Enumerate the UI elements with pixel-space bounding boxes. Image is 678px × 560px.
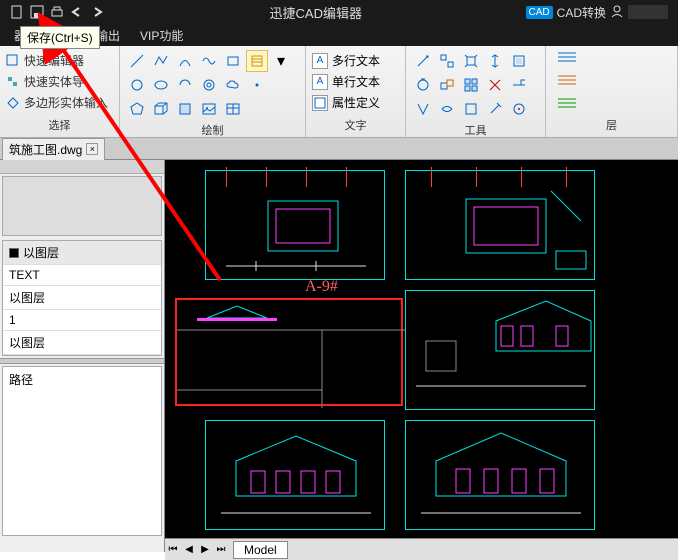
prop-row[interactable]: 以图层 [3,286,161,310]
save-icon[interactable] [28,3,46,21]
spline-icon[interactable] [198,50,220,72]
model-tab-bar: ⏮ ◀ ▶ ⏭ Model [165,538,678,560]
selection-rect [175,298,403,406]
panel-section [2,176,162,236]
tool-icon[interactable] [460,98,482,120]
insert-icon[interactable] [174,98,196,120]
tool-icon[interactable] [412,74,434,96]
color-swatch [9,248,19,258]
menu-bar: 器 输出 VIP功能 [0,24,678,46]
ribbon-label: 文字 [312,115,399,133]
drawing-canvas[interactable]: A-9# [165,160,678,538]
quick-entity-button[interactable]: 快速实体导 [6,71,113,92]
text-button[interactable]: A单行文本 [312,71,399,92]
tool-icon[interactable] [508,74,530,96]
cad-badge: CAD [526,6,553,19]
tab-nav-last-icon[interactable]: ⏭ [213,542,229,558]
close-tab-icon[interactable]: × [86,143,98,155]
properties-list: 以图层 TEXT 以图层 1 以图层 [2,240,162,356]
ribbon-group-tools: 工具 [406,46,546,137]
titlebar-right: CAD CAD转换 [526,4,678,21]
prop-row[interactable]: 以图层 [3,331,161,355]
tool-icon[interactable] [484,50,506,72]
document-name: 筑施工图.dwg [9,141,82,158]
cad-convert-link[interactable]: CAD转换 [557,4,606,21]
panel-header[interactable] [0,160,164,174]
tool-icon[interactable] [412,98,434,120]
tab-nav-first-icon[interactable]: ⏮ [165,542,181,558]
ribbon-group-layer: 层 [546,46,678,137]
hatch-icon[interactable] [246,50,268,72]
attdef-button[interactable]: 属性定义 [312,92,399,113]
polyline-icon[interactable] [150,50,172,72]
user-icon[interactable] [610,4,624,21]
ribbon-group-select: 快速编辑器 快速实体导 多边形实体输入 选择 [0,46,120,137]
document-tab[interactable]: 筑施工图.dwg × [2,138,105,160]
tool-icon[interactable] [436,50,458,72]
layer-icon[interactable] [558,73,671,92]
line-icon[interactable] [126,50,148,72]
path-label: 路径 [9,373,33,387]
document-tab-bar: 筑施工图.dwg × [0,138,678,160]
undo-icon[interactable] [68,3,86,21]
path-panel: 路径 [2,366,162,536]
menu-item[interactable]: VIP功能 [130,27,193,44]
ribbon-group-text: A多行文本 A单行文本 属性定义 文字 [306,46,406,137]
redo-icon[interactable] [88,3,106,21]
ribbon-label: 选择 [6,115,113,133]
arc2-icon[interactable] [174,74,196,96]
tool-icon[interactable] [436,74,458,96]
title-bar: 迅捷CAD编辑器 CAD CAD转换 [0,0,678,24]
print-icon[interactable] [48,3,66,21]
layer-icon[interactable] [558,50,671,69]
tab-nav-next-icon[interactable]: ▶ [197,542,213,558]
tool-icon[interactable] [412,50,434,72]
box-icon[interactable] [150,98,172,120]
ring-icon[interactable] [198,74,220,96]
dropdown-icon[interactable]: ▾ [270,50,292,72]
app-title: 迅捷CAD编辑器 [106,3,526,22]
tool-icon[interactable] [508,50,530,72]
quick-access-toolbar [0,3,106,21]
tool-icon[interactable] [460,50,482,72]
layer-icon[interactable] [558,96,671,115]
rect-icon[interactable] [222,50,244,72]
ribbon-label: 层 [552,115,671,133]
arc-icon[interactable] [174,50,196,72]
tool-icon[interactable] [460,74,482,96]
prop-row[interactable]: 1 [3,310,161,331]
tool-icon[interactable] [436,98,458,120]
point-icon[interactable] [246,74,268,96]
ribbon-label: 绘制 [126,120,299,138]
polygon-icon[interactable] [126,98,148,120]
new-icon[interactable] [8,3,26,21]
user-area[interactable] [628,5,668,19]
ellipse-icon[interactable] [150,74,172,96]
polygon-entity-button[interactable]: 多边形实体输入 [6,92,113,113]
ribbon-label: 工具 [412,120,539,138]
ribbon-group-draw: ▾ 绘制 [120,46,306,137]
image-icon[interactable] [198,98,220,120]
prop-row[interactable]: TEXT [3,265,161,286]
model-tab[interactable]: Model [233,541,288,559]
ribbon: 快速编辑器 快速实体导 多边形实体输入 选择 ▾ [0,46,678,138]
workspace: 以图层 TEXT 以图层 1 以图层 路径 [0,160,678,538]
save-tooltip: 保存(Ctrl+S) [20,26,100,49]
tab-nav-prev-icon[interactable]: ◀ [181,542,197,558]
drawing-label: A-9# [305,278,338,296]
tool-icon[interactable] [484,98,506,120]
tool-icon[interactable] [508,98,530,120]
cloud-icon[interactable] [222,74,244,96]
circle-icon[interactable] [126,74,148,96]
table-icon[interactable] [222,98,244,120]
splitter[interactable] [0,358,164,364]
prop-row[interactable]: 以图层 [3,241,161,265]
side-panel: 以图层 TEXT 以图层 1 以图层 路径 [0,160,165,538]
mtext-button[interactable]: A多行文本 [312,50,399,71]
tool-icon[interactable] [484,74,506,96]
quick-editor-button[interactable]: 快速编辑器 [6,50,113,71]
